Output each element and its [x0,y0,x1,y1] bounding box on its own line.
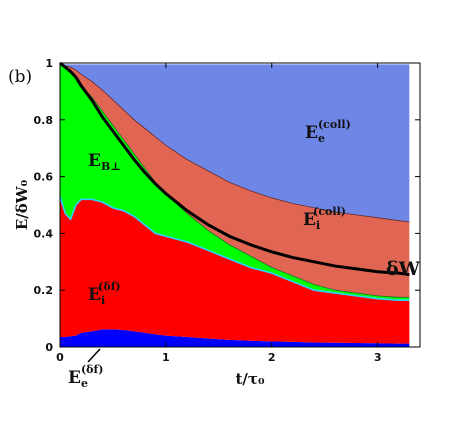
x-tick-label: 3 [374,351,382,364]
area-ee_coll [60,63,410,223]
annotation-ee_df: Ee(δf) [68,363,103,390]
line-ei-df [59,196,410,301]
line-ei-coll [59,62,410,223]
axis-ticks: 0 1 2 3 0 0.2 0.4 0.6 0.8 1 [34,57,420,364]
area-eb_perp [60,63,410,301]
annotation-ei_df: Ei(δf) [88,280,121,307]
ee-df-pointer [87,348,101,363]
y-tick-label: 1 [45,57,53,70]
area-ei_coll [60,63,410,298]
panel-label: (b) [8,67,32,87]
annotation-ee_coll: Ee(coll) [305,118,351,145]
y-tick-label: 0.4 [34,227,54,240]
x-tick-label: 2 [268,351,276,364]
x-tick-label: 0 [56,351,64,364]
boundary-lines [59,61,410,301]
x-tick-label: 1 [162,351,170,364]
plot-right-blank [409,63,420,347]
area-ee_df [60,329,410,347]
stacked-areas [60,63,410,347]
line-delta-w [59,61,410,277]
y-tick-label: 0 [45,341,53,354]
x-axis-label: t/τ₀ [235,370,265,388]
annotation-ei_coll: Ei(coll) [303,205,346,232]
area-ei_df [60,196,410,344]
series-annotations: Ee(coll) Ei(coll) EB⊥ Ei(δf) Ee(δf) δW [68,118,421,390]
y-axis-label: E/δW₀ [13,179,31,230]
y-tick-label: 0.6 [34,171,54,184]
y-tick-label: 0.2 [34,284,54,297]
plot-frame [59,62,421,348]
annotation-delta_w: δW [386,258,421,280]
annotation-eb_perp: EB⊥ [88,151,121,173]
y-tick-label: 0.8 [34,114,54,127]
